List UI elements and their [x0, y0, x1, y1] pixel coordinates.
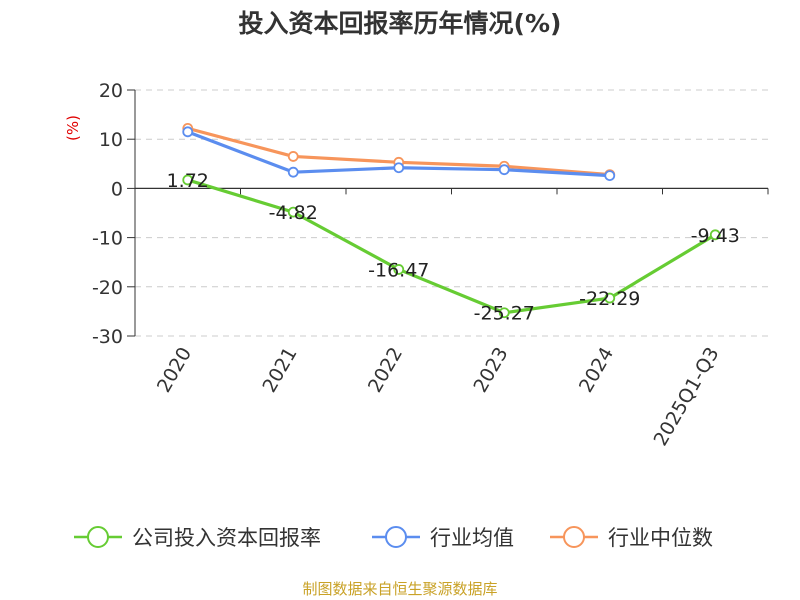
data-label: 1.72 — [167, 170, 209, 192]
data-label: -25.27 — [474, 303, 535, 325]
legend-label: 公司投入资本回报率 — [132, 526, 321, 550]
data-point[interactable] — [287, 206, 299, 218]
x-tick-label: 2024 — [575, 344, 618, 397]
x-tick-label: 2023 — [469, 344, 512, 397]
data-point[interactable] — [393, 162, 405, 174]
data-point[interactable] — [604, 170, 616, 182]
data-labels: 1.72 -4.82 -16.47 -25.27 -22.29 -9.43 — [167, 170, 740, 325]
grid-lines — [135, 89, 768, 337]
source-note: 制图数据来自恒生聚源数据库 — [302, 580, 497, 598]
data-point[interactable] — [287, 166, 299, 178]
legend-item[interactable]: 行业中位数 — [550, 526, 713, 550]
legend-marker — [563, 526, 585, 548]
legend[interactable]: 公司投入资本回报率 行业均值 行业中位数 — [74, 526, 713, 550]
y-tick-label: -10 — [92, 228, 123, 250]
chart-title: 投入资本回报率历年情况(%) — [239, 9, 562, 38]
data-label: -9.43 — [691, 225, 740, 247]
legend-marker — [385, 526, 407, 548]
data-point[interactable] — [182, 174, 194, 186]
data-label: -22.29 — [579, 288, 640, 310]
data-point[interactable] — [498, 164, 510, 176]
data-point[interactable] — [498, 307, 510, 319]
series-1 — [182, 126, 616, 182]
series-line — [187, 178, 717, 315]
data-label: -4.82 — [269, 202, 318, 224]
legend-item[interactable]: 公司投入资本回报率 — [74, 526, 321, 550]
series-0 — [182, 174, 721, 319]
x-tick-label: 2022 — [364, 344, 407, 397]
data-label: -16.47 — [368, 259, 429, 281]
legend-item[interactable]: 行业均值 — [372, 526, 514, 550]
data-point[interactable] — [604, 292, 616, 304]
data-point[interactable] — [393, 264, 405, 275]
series-layer — [182, 122, 721, 319]
legend-label: 行业均值 — [430, 526, 514, 550]
data-point[interactable] — [182, 126, 194, 138]
y-tick-label: 10 — [99, 129, 123, 151]
data-point[interactable] — [709, 229, 721, 241]
y-tick-label: 20 — [99, 80, 123, 102]
y-tick-label: -20 — [92, 277, 123, 299]
legend-label: 行业中位数 — [608, 526, 713, 550]
y-tick-label: 0 — [111, 178, 123, 200]
legend-marker — [87, 526, 109, 548]
x-tick-label: 2021 — [258, 344, 301, 397]
y-axis-unit-label: (%) — [64, 115, 82, 141]
data-point[interactable] — [287, 151, 299, 162]
y-tick-label: -30 — [92, 326, 123, 348]
x-tick-label: 2025Q1-Q3 — [650, 344, 724, 450]
x-tick-label: 2020 — [153, 344, 196, 397]
